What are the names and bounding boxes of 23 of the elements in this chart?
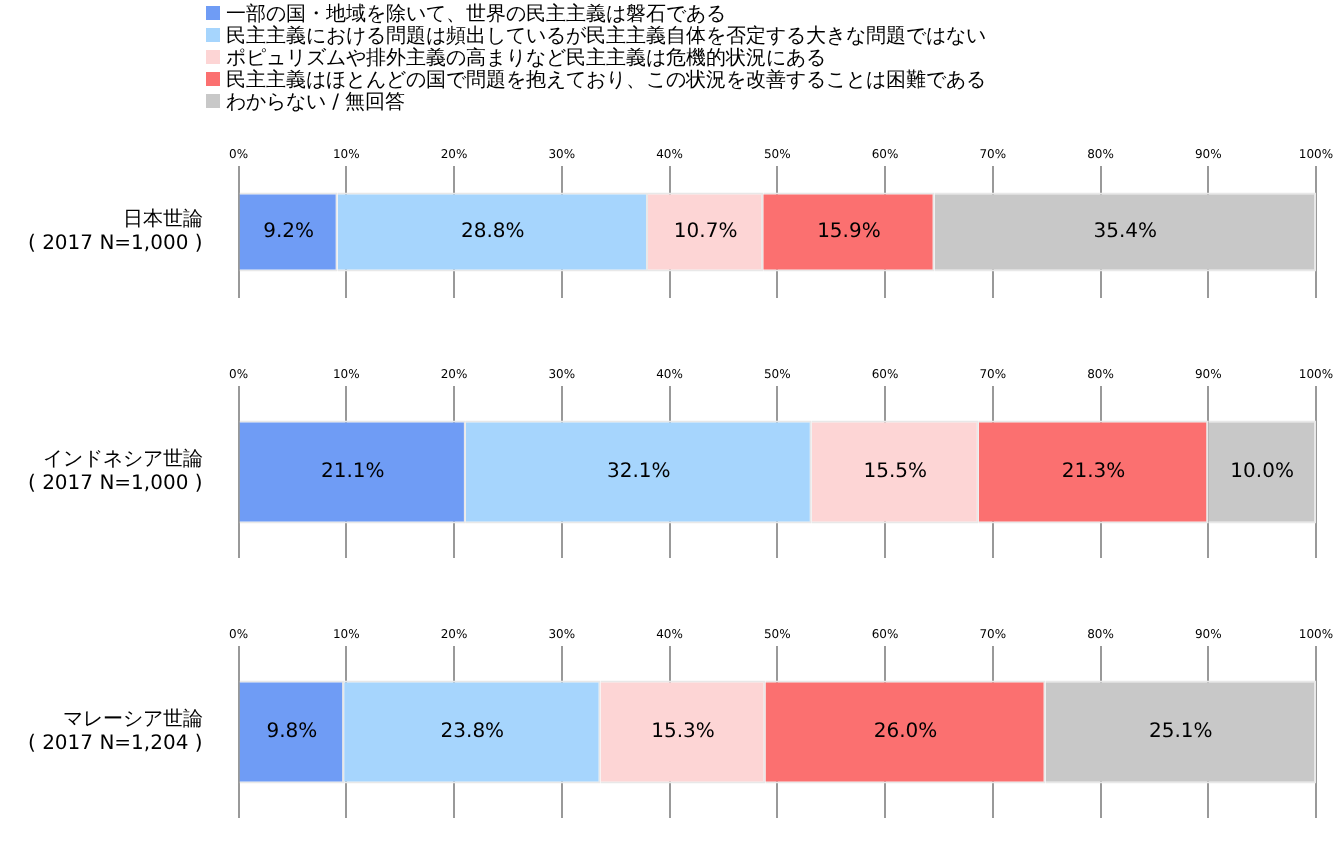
legend-label: わからない / 無回答 [226,92,406,114]
data-label: 10.7% [673,221,738,244]
data-label: 10.0% [1230,461,1294,484]
data-label: 25.1% [1149,721,1213,744]
data-label: 21.1% [320,461,385,484]
legend-label: ポピュリズムや排外主義の高まりなど民主主義は危機的状況にある [226,48,826,70]
legend-label: 民主主義はほとんどの国で問題を抱えており、この状況を改善することは困難である [226,70,986,92]
data-label: 15.9% [817,221,881,244]
data-label: 28.8% [461,221,525,244]
data-label: 15.3% [651,721,715,744]
data-label: 35.4% [1093,221,1158,244]
data-label: 9.2% [263,221,315,244]
y-tick-label: マレーシア世論 ( 2017 N=1,204 ) [27,707,203,756]
legend-label: 民主主義における問題は頻出しているが民主主義自体を否定する大きな問題ではない [226,26,986,48]
y-tick-label: 日本世論 ( 2017 N=1,000 ) [27,207,203,256]
data-label: 21.3% [1061,461,1126,484]
data-label: 26.0% [873,721,938,744]
data-label: 32.1% [607,461,671,484]
y-tick-label: インドネシア世論 ( 2017 N=1,000 ) [27,447,203,496]
legend-label: 一部の国・地域を除いて、世界の民主主義は磐石である [226,4,726,26]
data-label: 23.8% [440,721,505,744]
data-label: 15.5% [863,461,928,484]
data-label: 9.8% [266,721,318,744]
